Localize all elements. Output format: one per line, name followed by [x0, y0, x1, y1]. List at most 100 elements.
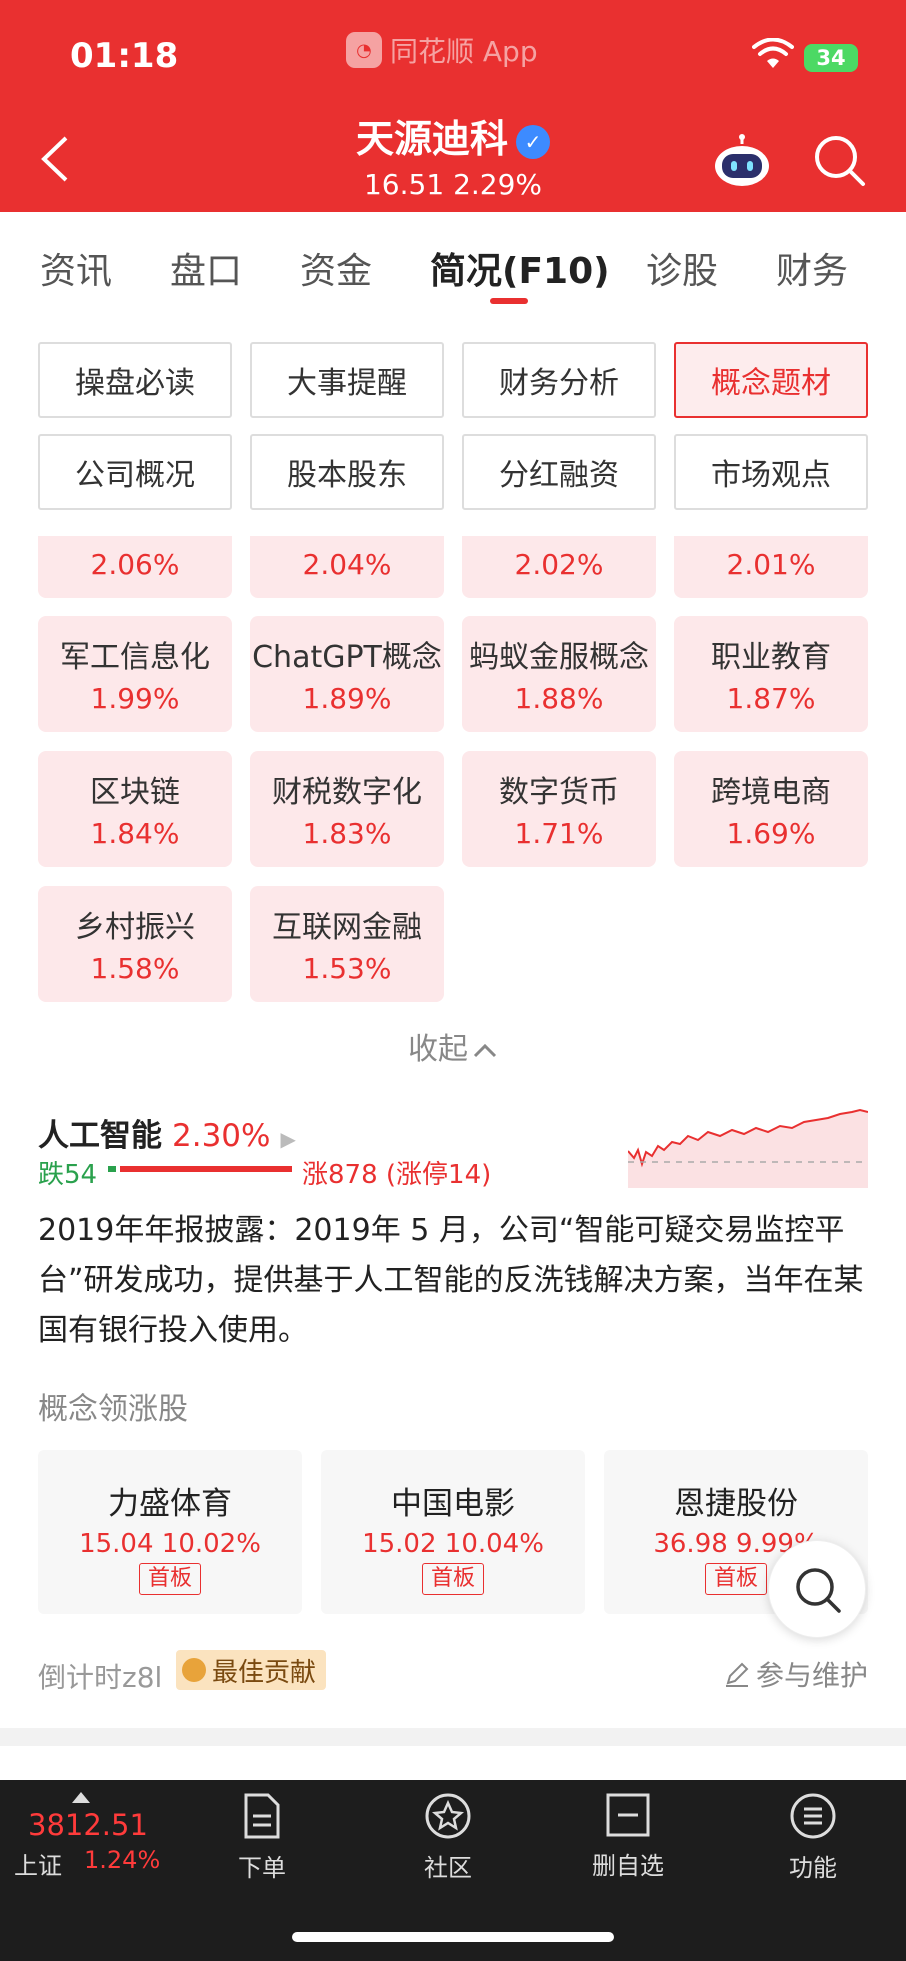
concept-tag[interactable]: 2.01%	[674, 536, 868, 598]
concept-tag-name: 区块链	[90, 775, 180, 810]
tab-orderbook[interactable]: 盘口	[170, 251, 243, 292]
concept-pct: 2.30%	[172, 1118, 271, 1154]
concept-tag-pct: 1.53%	[302, 952, 392, 985]
f10-tabs: 资讯 盘口 资金 简况(F10) 诊股 财务	[0, 212, 906, 312]
stock-title: 天源迪科 ✓	[0, 108, 906, 163]
leader-badge: 首板	[138, 1563, 201, 1595]
tab-finance[interactable]: 财务	[776, 251, 849, 292]
verified-icon: ✓	[516, 124, 550, 159]
leader-name: 恩捷股份	[674, 1486, 798, 1522]
leader-name: 中国电影	[391, 1486, 515, 1522]
floating-search-button[interactable]	[768, 1540, 866, 1638]
play-arrow-icon: ▶	[280, 1127, 296, 1151]
concept-trend-sparkline	[628, 1108, 868, 1188]
leader-price: 36.98	[653, 1529, 728, 1559]
concept-tag[interactable]: 数字货币 1.71%	[462, 751, 656, 867]
index-value[interactable]: 3812.51	[28, 1808, 148, 1842]
concept-tag[interactable]: 财税数字化 1.83%	[250, 751, 444, 867]
leader-badge: 首板	[421, 1563, 484, 1595]
status-time: 01:18	[70, 36, 179, 76]
tab-funds[interactable]: 资金	[300, 251, 373, 292]
nav-order[interactable]: 下单	[202, 1792, 322, 1883]
status-app-indicator: ◔ 同花顺 App	[346, 30, 538, 70]
battery-icon: 34	[804, 44, 858, 72]
concept-tag-name: 蚂蚁金服概念	[469, 640, 649, 675]
concept-tag-name: 互联网金融	[272, 910, 422, 945]
concept-tag[interactable]: 2.06%	[38, 536, 232, 598]
leader-stock-card[interactable]: 中国电影 15.02 10.04% 首板	[321, 1450, 585, 1614]
subtab-company-profile[interactable]: 公司概况	[38, 434, 232, 510]
concept-tag[interactable]: 2.04%	[250, 536, 444, 598]
subtab-events[interactable]: 大事提醒	[250, 342, 444, 418]
bottom-bar	[0, 1780, 906, 1961]
star-circle-icon	[425, 1793, 471, 1839]
concept-tag[interactable]: ChatGPT概念 1.89%	[250, 616, 444, 732]
nav-functions[interactable]: 功能	[753, 1792, 873, 1883]
search-icon[interactable]	[812, 133, 866, 187]
concept-tag[interactable]: 蚂蚁金服概念 1.88%	[462, 616, 656, 732]
chevron-up-icon	[473, 1043, 497, 1057]
best-contribution-badge[interactable]: 最佳贡献	[176, 1650, 327, 1690]
subtab-concepts[interactable]: 概念题材	[674, 342, 868, 418]
concept-tag-name: 乡村振兴	[75, 910, 195, 945]
concept-tag[interactable]: 区块链 1.84%	[38, 751, 232, 867]
concept-description: 2019年年报披露：2019年 5 月，公司“智能可疑交易监控平台”研发成功，提…	[38, 1213, 864, 1348]
concept-header[interactable]: 人工智能 2.30% ▶	[38, 1110, 296, 1155]
nav-order-label: 下单	[238, 1854, 286, 1882]
assistant-robot-icon[interactable]	[712, 134, 772, 188]
concept-tag[interactable]: 2.02%	[462, 536, 656, 598]
concept-tag[interactable]: 职业教育 1.87%	[674, 616, 868, 732]
leader-stock-card[interactable]: 力盛体育 15.04 10.02% 首板	[38, 1450, 302, 1614]
tab-news[interactable]: 资讯	[40, 251, 113, 292]
collapse-label: 收起	[408, 1032, 468, 1067]
concept-tag[interactable]: 互联网金融 1.53%	[250, 886, 444, 1002]
minus-box-icon	[606, 1793, 650, 1837]
decliners-bar	[108, 1166, 116, 1172]
maintain-button[interactable]: 参与维护	[724, 1654, 868, 1694]
decliners-count: 跌54	[38, 1160, 98, 1190]
stock-price: 16.51	[363, 168, 445, 201]
active-tab-indicator	[490, 298, 528, 304]
concept-tag-pct: 1.71%	[514, 817, 604, 850]
tab-f10[interactable]: 简况(F10)	[430, 251, 610, 292]
leader-quote: 36.98 9.99%	[604, 1529, 868, 1559]
concept-tag-pct: 1.87%	[726, 682, 816, 715]
best-label: 最佳贡献	[212, 1657, 317, 1688]
concept-tag-name: 财税数字化	[272, 775, 422, 810]
nav-remove-watchlist[interactable]: 删自选	[568, 1792, 688, 1881]
top-header: 01:18 ◔ 同花顺 App 34 天源迪科 ✓ 16.51 2.29%	[0, 0, 906, 212]
nav-community-label: 社区	[424, 1854, 472, 1882]
concept-tag-pct: 1.69%	[726, 817, 816, 850]
nav-community[interactable]: 社区	[388, 1792, 508, 1883]
collapse-button[interactable]: 收起	[0, 1024, 906, 1068]
section-divider	[0, 1728, 906, 1746]
wifi-icon	[752, 38, 794, 68]
leader-name: 力盛体育	[108, 1486, 232, 1522]
tab-diagnosis[interactable]: 诊股	[646, 251, 719, 292]
concept-tag-pct: 2.01%	[726, 548, 816, 581]
concept-tag[interactable]: 跨境电商 1.69%	[674, 751, 868, 867]
subtab-financial-analysis[interactable]: 财务分析	[462, 342, 656, 418]
subtab-dividends[interactable]: 分红融资	[462, 434, 656, 510]
subtab-trading-guide[interactable]: 操盘必读	[38, 342, 232, 418]
stock-quote: 16.51 2.29%	[0, 168, 906, 201]
concept-tag[interactable]: 乡村振兴 1.58%	[38, 886, 232, 1002]
index-up-arrow-icon	[72, 1792, 90, 1803]
menu-circle-icon	[790, 1793, 836, 1839]
stock-change: 2.29%	[453, 168, 543, 201]
subtab-market-views[interactable]: 市场观点	[674, 434, 868, 510]
concept-tag-pct: 1.83%	[302, 817, 392, 850]
stock-name: 天源迪科	[355, 117, 508, 161]
concept-tag-pct: 1.89%	[302, 682, 392, 715]
home-indicator[interactable]	[292, 1932, 614, 1942]
concept-tag-pct: 1.88%	[514, 682, 604, 715]
concept-tag-pct: 1.58%	[90, 952, 180, 985]
nav-functions-label: 功能	[789, 1854, 837, 1882]
subtab-shareholders[interactable]: 股本股东	[250, 434, 444, 510]
concept-tag-name: 职业教育	[711, 640, 831, 675]
concept-tag[interactable]: 军工信息化 1.99%	[38, 616, 232, 732]
leader-stock-card[interactable]: 恩捷股份 36.98 9.99% 首板	[604, 1450, 868, 1614]
medal-icon	[182, 1658, 206, 1682]
maintain-label: 参与维护	[756, 1659, 869, 1692]
back-icon[interactable]	[38, 134, 72, 184]
